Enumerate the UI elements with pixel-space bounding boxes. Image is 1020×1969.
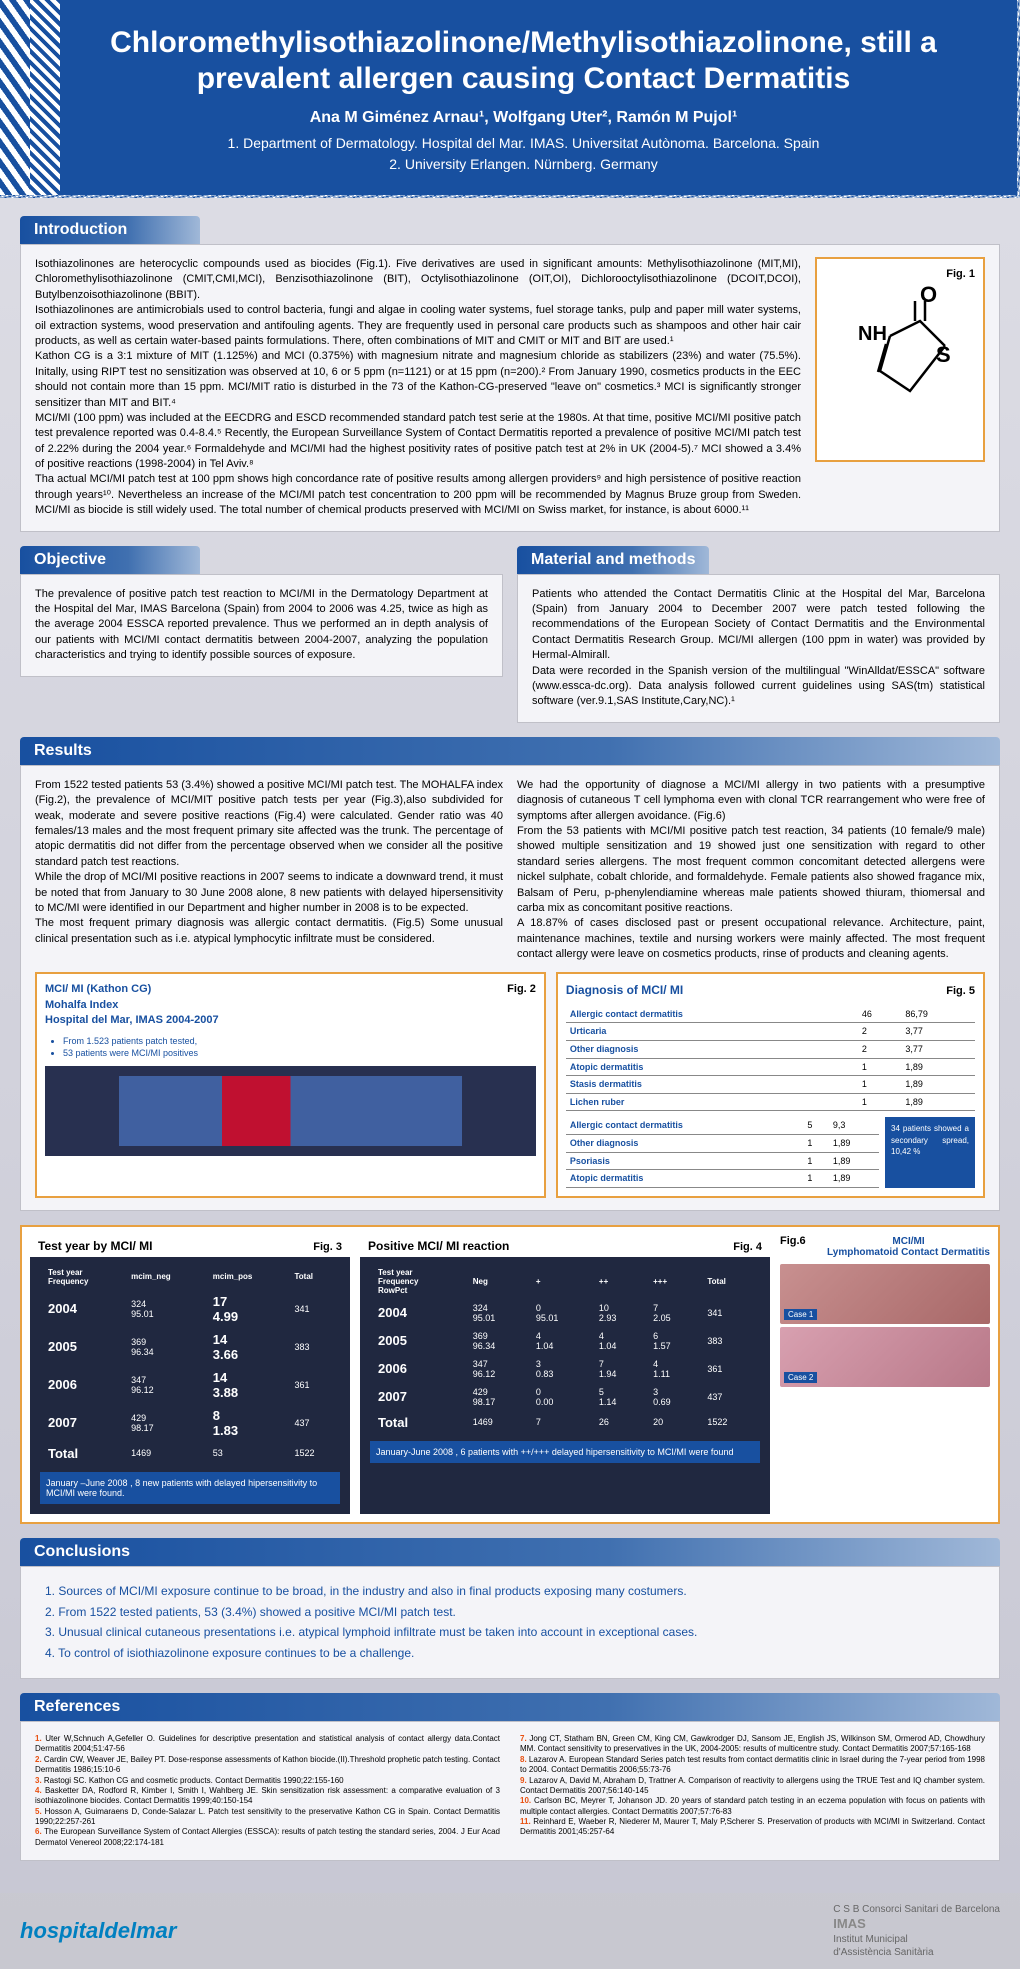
figure-6-title: MCI/MI Lymphomatoid Contact Dermatitis <box>827 1236 990 1258</box>
objective-col: Objective The prevalence of positive pat… <box>20 546 503 737</box>
conclusions-list: 1. Sources of MCI/MI exposure continue t… <box>35 1583 985 1662</box>
methods-body: Patients who attended the Contact Dermat… <box>517 574 1000 723</box>
reference-item: 7. Jong CT, Statham BN, Green CM, King C… <box>520 1734 985 1755</box>
poster-title: Chloromethylisothiazolinone/Methylisothi… <box>60 25 987 97</box>
figure-2-panel: MCI/ MI (Kathon CG) Mohalfa Index Hospit… <box>35 972 546 1197</box>
results-left-p2: While the drop of MCI/MI positive reacti… <box>35 870 503 916</box>
conclusions-body: 1. Sources of MCI/MI exposure continue t… <box>20 1566 1000 1679</box>
figure-1-label: Fig. 1 <box>825 267 975 282</box>
reference-item: 9. Lazarov A, David M, Abraham D, Trattn… <box>520 1776 985 1797</box>
section-header-results: Results <box>20 737 1000 765</box>
figure-3-table: Test year Frequencymcim_negmcim_posTotal… <box>40 1263 340 1466</box>
reference-item: 5. Hosson A, Guimaraens D, Conde-Salazar… <box>35 1807 500 1828</box>
authors-line: Ana M Giménez Arnau¹, Wolfgang Uter², Ra… <box>60 109 987 127</box>
section-header-conclusions: Conclusions <box>20 1538 1000 1566</box>
figure-6-panel: Fig.6 MCI/MI Lymphomatoid Contact Dermat… <box>780 1235 990 1514</box>
results-right-p3: A 18.87% of cases disclosed past or pres… <box>517 916 985 962</box>
svg-text:S: S <box>936 342 951 367</box>
figure-2-title: MCI/ MI (Kathon CG) Mohalfa Index Hospit… <box>45 982 219 1028</box>
reference-item: 10. Carlson BC, Meyrer T, Johanson JD. 2… <box>520 1796 985 1817</box>
results-body: From 1522 tested patients 53 (3.4%) show… <box>20 765 1000 1211</box>
conclusion-item: 2. From 1522 tested patients, 53 (3.4%) … <box>45 1604 985 1621</box>
conclusion-item: 4. To control of isiothiazolinone exposu… <box>45 1645 985 1662</box>
intro-p3: Kathon CG is a 3:1 mixture of MIT (1.125… <box>35 349 801 411</box>
results-right-p1: We had the opportunity of diagnose a MCI… <box>517 778 985 824</box>
figure-5-title: Diagnosis of MCI/ MI <box>566 982 683 999</box>
references-left: 1. Uter W,Schnuch A,Gefeller O. Guidelin… <box>35 1734 500 1848</box>
figure-4-panel: Positive MCI/ MI reaction Fig. 4 Test ye… <box>360 1235 770 1514</box>
fig2-bullet-1: From 1.523 patients patch tested, <box>63 1035 536 1048</box>
reference-item: 6. The European Surveillance System of C… <box>35 1827 500 1848</box>
intro-p2: Isothiazolinones are antimicrobials used… <box>35 303 801 349</box>
figure-6-label: Fig.6 <box>780 1235 806 1247</box>
poster-header: Chloromethylisothiazolinone/Methylisothi… <box>0 0 1020 198</box>
figure-4-footer: January-June 2008 , 6 patients with ++/+… <box>370 1441 760 1463</box>
section-header-references: References <box>20 1693 1000 1721</box>
reference-item: 4. Basketter DA, Rodford R, Kimber I, Sm… <box>35 1786 500 1807</box>
affiliation-1: 1. Department of Dermatology. Hospital d… <box>60 133 987 154</box>
figure-2-chart-placeholder <box>45 1066 536 1156</box>
reference-item: 3. Rastogi SC. Kathon CG and cosmetic pr… <box>35 1776 500 1786</box>
section-header-methods: Material and methods <box>517 546 709 574</box>
footer-logos: hospitaldelmar C S B Consorci Sanitari d… <box>0 1893 1020 1969</box>
figure-5-panel: Diagnosis of MCI/ MI Fig. 5 Allergic con… <box>556 972 985 1197</box>
chemical-structure-icon: O NH S <box>830 286 970 446</box>
methods-col: Material and methods Patients who attend… <box>517 546 1000 737</box>
figure-3-label: Fig. 3 <box>313 1241 342 1253</box>
svg-text:NH: NH <box>858 323 887 345</box>
intro-p4: MCI/MI (100 ppm) was included at the EEC… <box>35 411 801 473</box>
results-left: From 1522 tested patients 53 (3.4%) show… <box>35 778 503 963</box>
hospital-del-mar-logo: hospitaldelmar <box>20 1918 176 1944</box>
fig3-4-6-container: Test year by MCI/ MI Fig. 3 Test year Fr… <box>20 1225 1000 1524</box>
figure-2-label: Fig. 2 <box>507 982 536 997</box>
figure-4-table: Test year Frequency RowPctNeg++++++Total… <box>370 1263 760 1435</box>
figure-4-label: Fig. 4 <box>733 1241 762 1253</box>
svg-text:O: O <box>920 286 937 307</box>
intro-body: Isothiazolinones are heterocyclic compou… <box>20 244 1000 532</box>
reference-item: 1. Uter W,Schnuch A,Gefeller O. Guidelin… <box>35 1734 500 1755</box>
fig2-bullet-2: 53 patients were MCI/MI positives <box>63 1047 536 1060</box>
intro-p1: Isothiazolinones are heterocyclic compou… <box>35 257 801 303</box>
references-body: 1. Uter W,Schnuch A,Gefeller O. Guidelin… <box>20 1721 1000 1861</box>
reference-item: 11. Reinhard E, Waeber R, Niederer M, Ma… <box>520 1817 985 1838</box>
section-header-objective: Objective <box>20 546 200 574</box>
objective-body: The prevalence of positive patch test re… <box>20 574 503 677</box>
section-header-intro: Introduction <box>20 216 200 244</box>
figure-5-table: Allergic contact dermatitis4686,79Urtica… <box>566 1006 975 1112</box>
figure-5-badge: 34 patients showed a secondary spread, 1… <box>885 1117 975 1187</box>
reference-item: 8. Lazarov A. European Standard Series p… <box>520 1755 985 1776</box>
poster-root: Chloromethylisothiazolinone/Methylisothi… <box>0 0 1020 1969</box>
figure-1-box: Fig. 1 O NH S <box>815 257 985 462</box>
conclusion-item: 3. Unusual clinical cutaneous presentati… <box>45 1624 985 1641</box>
fig6-case2-label: Case 2 <box>784 1372 817 1383</box>
figure-4-title: Positive MCI/ MI reaction <box>368 1239 509 1253</box>
figure-5-label: Fig. 5 <box>946 984 975 999</box>
intro-text: Isothiazolinones are heterocyclic compou… <box>35 257 801 519</box>
results-left-p3: The most frequent primary diagnosis was … <box>35 916 503 947</box>
imas-logo: C S B Consorci Sanitari de BarcelonaIMAS… <box>833 1903 1000 1959</box>
conclusion-item: 1. Sources of MCI/MI exposure continue t… <box>45 1583 985 1600</box>
results-left-p1: From 1522 tested patients 53 (3.4%) show… <box>35 778 503 870</box>
fig2-fig5-row: MCI/ MI (Kathon CG) Mohalfa Index Hospit… <box>35 972 985 1197</box>
results-right-p2: From the 53 patients with MCI/MI positiv… <box>517 824 985 916</box>
objective-methods-row: Objective The prevalence of positive pat… <box>20 546 1000 737</box>
figure-3-title: Test year by MCI/ MI <box>38 1239 152 1253</box>
figure-3-footer: January –June 2008 , 8 new patients with… <box>40 1472 340 1504</box>
figure-3-panel: Test year by MCI/ MI Fig. 3 Test year Fr… <box>30 1235 350 1514</box>
results-right: We had the opportunity of diagnose a MCI… <box>517 778 985 963</box>
intro-p5: Tha actual MCI/MI patch test at 100 ppm … <box>35 472 801 518</box>
poster-content: Introduction Isothiazolinones are hetero… <box>0 198 1020 1893</box>
results-text-row: From 1522 tested patients 53 (3.4%) show… <box>35 778 985 963</box>
fig6-case1-label: Case 1 <box>784 1309 817 1320</box>
figure-5-subtable: Allergic contact dermatitis59,3Other dia… <box>566 1117 879 1187</box>
references-right: 7. Jong CT, Statham BN, Green CM, King C… <box>520 1734 985 1848</box>
reference-item: 2. Cardin CW, Weaver JE, Bailey PT. Dose… <box>35 1755 500 1776</box>
affiliation-2: 2. University Erlangen. Nürnberg. German… <box>60 154 987 175</box>
